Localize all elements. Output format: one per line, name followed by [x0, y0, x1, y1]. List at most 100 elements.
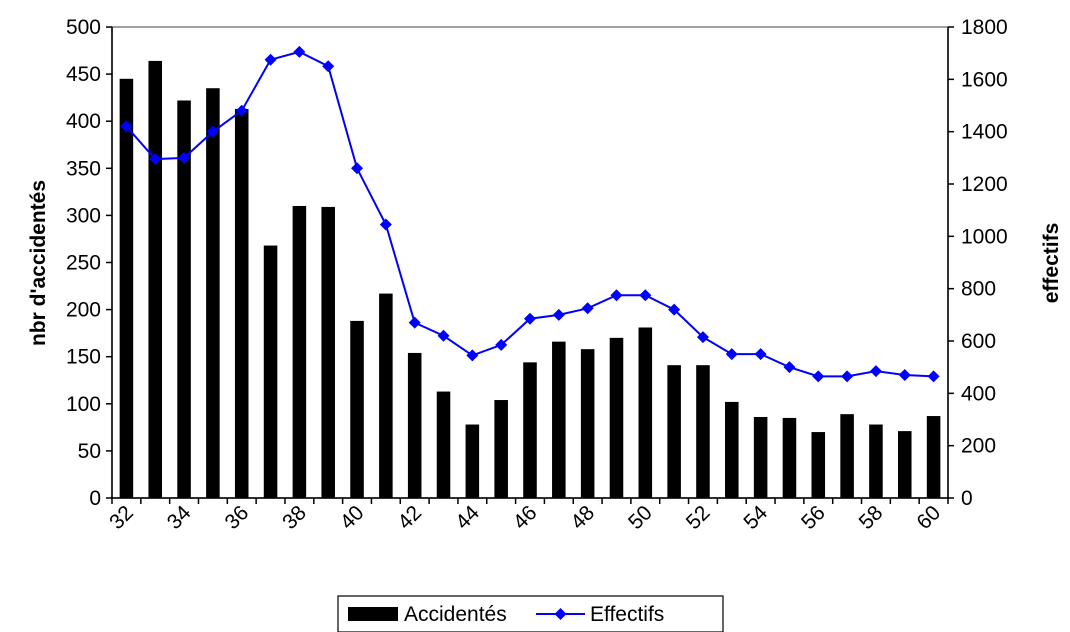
x-tick-label-56: 56	[797, 501, 830, 534]
bar-accidentes-41	[379, 293, 393, 498]
y-right-tick-label-1400: 1400	[961, 121, 1008, 144]
bar-accidentes-36	[234, 108, 249, 498]
marker-effectifs-59	[898, 369, 911, 382]
marker-effectifs-40	[351, 162, 364, 175]
y-right-tick-label-800: 800	[961, 278, 996, 301]
bar-accidentes-55	[782, 417, 797, 498]
marker-effectifs-36	[235, 104, 248, 117]
legend-swatch-accidentes	[348, 607, 398, 621]
marker-effectifs-33	[149, 153, 162, 166]
bar-series-accidentes	[119, 60, 941, 499]
marker-effectifs-35	[206, 125, 219, 138]
marker-effectifs-60	[927, 370, 940, 383]
bar-accidentes-43	[436, 391, 451, 498]
x-tick-label-38: 38	[278, 501, 311, 534]
bar-accidentes-58	[869, 424, 883, 498]
y-left-tick-label-400: 400	[66, 110, 101, 133]
bar-accidentes-52	[696, 365, 710, 498]
bar-accidentes-59	[897, 431, 912, 498]
y-right-tick-label-0: 0	[961, 487, 973, 510]
line-series-effectifs	[120, 45, 940, 383]
bar-accidentes-46	[523, 362, 537, 498]
x-tick-label-60: 60	[912, 501, 945, 534]
y-right-tick-label-200: 200	[961, 435, 996, 458]
y-left-tick-label-150: 150	[66, 346, 101, 369]
marker-effectifs-46	[524, 312, 536, 325]
bar-accidentes-48	[580, 349, 595, 498]
x-tick-label-46: 46	[509, 501, 542, 534]
marker-effectifs-34	[178, 151, 191, 164]
marker-effectifs-47	[552, 308, 565, 321]
marker-effectifs-55	[783, 361, 796, 374]
y-left-tick-label-100: 100	[66, 393, 101, 416]
marker-effectifs-48	[581, 302, 594, 315]
bar-accidentes-33	[148, 60, 163, 499]
bar-accidentes-53	[725, 401, 739, 498]
marker-effectifs-41	[379, 218, 392, 231]
y-left-tick-label-500: 500	[66, 16, 101, 39]
marker-effectifs-54	[754, 348, 767, 361]
bar-accidentes-42	[407, 352, 422, 498]
marker-effectifs-50	[639, 289, 652, 302]
x-tick-label-36: 36	[220, 501, 253, 534]
bar-accidentes-38	[292, 205, 307, 499]
x-tick-label-48: 48	[566, 501, 599, 534]
bar-accidentes-57	[840, 414, 854, 498]
legend-swatch-effectifs-marker	[554, 608, 567, 620]
marker-effectifs-39	[322, 60, 335, 73]
x-tick-label-54: 54	[739, 501, 772, 534]
x-tick-label-32: 32	[105, 501, 138, 534]
x-tick-label-40: 40	[336, 501, 369, 534]
y-right-tick-label-400: 400	[961, 382, 996, 405]
y-left-axis-title: nbr d'accidentés	[27, 180, 50, 346]
marker-effectifs-37	[264, 53, 277, 66]
bar-accidentes-34	[177, 100, 191, 498]
bar-accidentes-49	[609, 337, 624, 498]
legend-box	[337, 595, 724, 632]
bar-accidentes-44	[465, 424, 480, 498]
marker-effectifs-44	[466, 349, 479, 362]
y-left-tick-label-300: 300	[66, 204, 101, 227]
marker-effectifs-32	[120, 120, 133, 133]
bar-accidentes-37	[263, 245, 278, 498]
marker-effectifs-58	[869, 365, 882, 378]
x-tick-label-52: 52	[682, 501, 715, 534]
bar-accidentes-54	[753, 416, 768, 498]
bar-accidentes-39	[321, 206, 335, 498]
marker-effectifs-43	[437, 329, 450, 342]
bar-accidentes-45	[494, 400, 508, 498]
marker-effectifs-38	[293, 45, 306, 58]
bar-accidentes-32	[119, 78, 134, 498]
marker-effectifs-45	[495, 338, 508, 351]
marker-effectifs-49	[610, 289, 623, 302]
y-right-tick-label-1200: 1200	[961, 173, 1008, 196]
marker-effectifs-42	[408, 316, 421, 329]
bar-accidentes-51	[667, 365, 681, 498]
bar-accidentes-50	[638, 327, 653, 498]
bar-accidentes-60	[926, 416, 941, 498]
x-tick-label-50: 50	[624, 501, 657, 534]
legend-label-effectifs: Effectifs	[590, 603, 664, 626]
legend: Accidentés Effectifs	[337, 595, 724, 632]
y-right-axis-title: effectifs	[1040, 223, 1063, 304]
y-right-tick-label-600: 600	[961, 330, 996, 353]
bar-accidentes-35	[206, 88, 220, 498]
x-tick-label-58: 58	[855, 501, 888, 534]
x-tick-label-34: 34	[163, 501, 196, 534]
marker-effectifs-52	[696, 331, 709, 344]
y-left-tick-label-350: 350	[66, 157, 101, 180]
marker-effectifs-51	[668, 303, 681, 316]
bar-accidentes-56	[811, 432, 826, 498]
x-tick-label-44: 44	[451, 501, 484, 534]
y-left-tick-label-450: 450	[66, 63, 101, 86]
marker-effectifs-53	[725, 348, 738, 361]
y-left-tick-label-50: 50	[78, 440, 101, 463]
y-left-tick-label-200: 200	[66, 299, 101, 322]
marker-effectifs-57	[841, 370, 854, 383]
x-tick-label-42: 42	[393, 501, 426, 534]
legend-label-accidentes: Accidentés	[404, 603, 507, 626]
y-right-tick-label-1000: 1000	[961, 225, 1008, 248]
y-right-tick-label-1600: 1600	[961, 68, 1008, 91]
marker-effectifs-56	[812, 370, 825, 383]
